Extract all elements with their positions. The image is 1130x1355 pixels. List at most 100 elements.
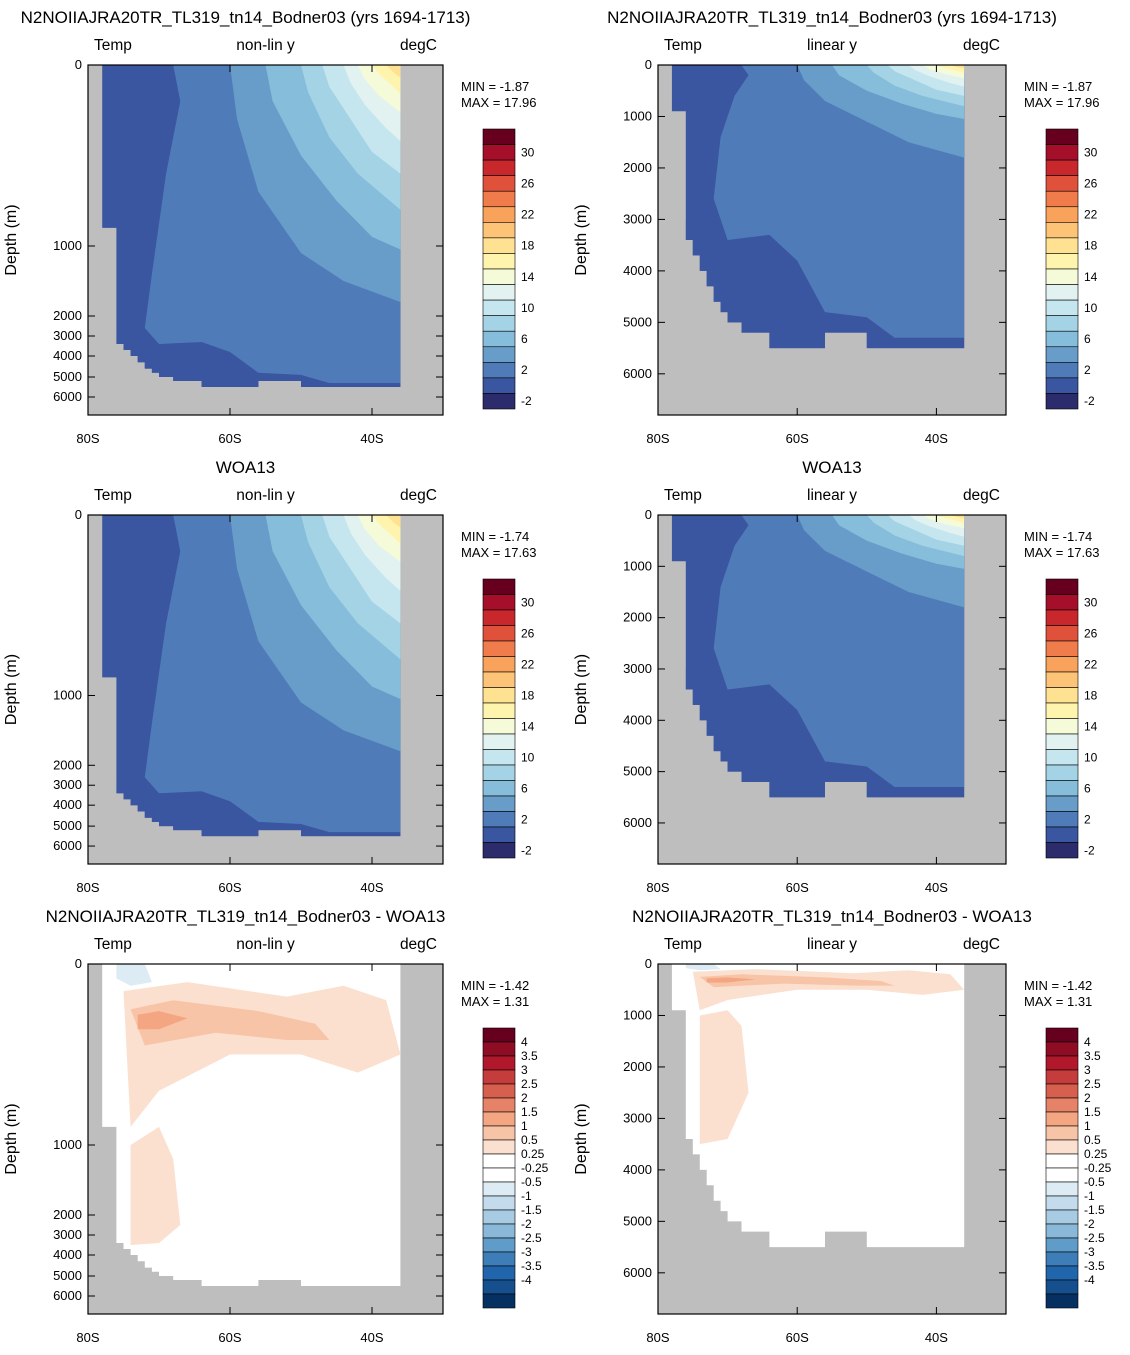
colorbar-swatch (1045, 1125, 1079, 1141)
plot-frame (87, 514, 444, 865)
colorbar-swatch (1045, 702, 1079, 719)
panel-2: N2NOIIAJRA20TR_TL319_tn14_Bodner03 (yrs … (573, 8, 1100, 446)
xtick-label: 60S (218, 880, 241, 895)
colorbar-swatch (482, 1251, 516, 1267)
colorbar-label: 6 (1084, 332, 1091, 346)
plot-area (88, 65, 443, 415)
panel-title: N2NOIIAJRA20TR_TL319_tn14_Bodner03 - WOA… (632, 907, 1032, 926)
colorbar-swatch (482, 393, 516, 410)
plot-area (88, 964, 443, 1314)
colorbar-swatch (1045, 144, 1079, 161)
plot-frame (87, 963, 444, 1315)
colorbar-swatch (482, 268, 516, 285)
colorbar-label: 26 (521, 176, 535, 190)
right-label: degC (400, 936, 437, 953)
max-label: MAX = 17.96 (461, 95, 537, 110)
colorbar-label: 6 (1084, 781, 1091, 795)
contour-band (950, 65, 965, 69)
contour-band (685, 964, 721, 971)
contour-band (372, 65, 401, 94)
colorbar-label: -3 (521, 1245, 532, 1259)
colorbar-label: -3.5 (521, 1259, 542, 1273)
colorbar-label: -4 (521, 1273, 532, 1287)
xtick-label: 80S (646, 1330, 669, 1345)
colorbar-swatch (1045, 749, 1079, 766)
colorbar-swatch (482, 1125, 516, 1141)
colorbar-swatch (1045, 1153, 1079, 1169)
ytick-label: 1000 (53, 1137, 82, 1152)
ocean-field (671, 964, 965, 1248)
ocean-field (671, 515, 965, 798)
ytick-label: 4000 (53, 797, 82, 812)
left-label: Temp (94, 487, 132, 504)
ytick-label: 1000 (53, 238, 82, 253)
colorbar-label: -2 (521, 843, 532, 857)
ytick-label: 2000 (53, 308, 82, 323)
ytick-label: 1000 (53, 687, 82, 702)
colorbar-label: 10 (521, 301, 535, 315)
colorbar-label: -1 (1084, 1189, 1095, 1203)
colorbar-swatch (1045, 671, 1079, 688)
colorbar-swatch (482, 144, 516, 161)
panel-title: WOA13 (802, 458, 862, 477)
colorbar-label: 3 (1084, 1063, 1091, 1077)
colorbar-label: -2.5 (1084, 1231, 1105, 1245)
ytick-label: 3000 (53, 777, 82, 792)
colorbar-label: -1 (521, 1189, 532, 1203)
center-label: linear y (807, 37, 857, 54)
colorbar-swatch (1045, 594, 1079, 611)
center-label: linear y (807, 487, 857, 504)
colorbar-swatch (1045, 780, 1079, 797)
colorbar-label: -1.5 (1084, 1203, 1105, 1217)
colorbar-swatch (1045, 253, 1079, 270)
center-label: non-lin y (236, 487, 295, 504)
ytick-label: 5000 (623, 1213, 652, 1228)
ytick-label: 2000 (623, 160, 652, 175)
colorbar-swatch (1045, 237, 1079, 254)
colorbar-swatch (482, 764, 516, 781)
colorbar-swatch (482, 1265, 516, 1281)
contour-band (699, 974, 895, 988)
colorbar-swatch (1045, 222, 1079, 239)
colorbar-swatch (1045, 1027, 1079, 1043)
colorbar-swatch (482, 609, 516, 626)
colorbar-swatch (1045, 1181, 1079, 1197)
colorbar-label: 22 (521, 208, 535, 222)
right-label: degC (963, 487, 1000, 504)
colorbar-swatch (482, 175, 516, 192)
colorbar-label: 22 (521, 657, 535, 671)
colorbar-swatch (1045, 1111, 1079, 1127)
left-label: Temp (664, 936, 702, 953)
colorbar-swatch (482, 1055, 516, 1071)
colorbar-swatch (1045, 1293, 1079, 1309)
max-label: MAX = 1.31 (1024, 994, 1092, 1009)
colorbar-swatch (482, 1223, 516, 1239)
colorbar-label: 30 (521, 595, 535, 609)
colorbar-swatch (1045, 362, 1079, 379)
min-label: MIN = -1.87 (461, 79, 529, 94)
colorbar-swatch (1045, 299, 1079, 316)
center-label: linear y (807, 936, 857, 953)
colorbar-swatch (482, 159, 516, 176)
plot-frame (87, 64, 444, 416)
right-label: degC (963, 37, 1000, 54)
colorbar-swatch (1045, 159, 1079, 176)
colorbar-swatch (482, 1111, 516, 1127)
plot-area (658, 964, 1006, 1314)
colorbar-label: 3 (521, 1063, 528, 1077)
colorbar-swatch (482, 128, 516, 145)
colorbar-label: -3 (1084, 1245, 1095, 1259)
plot-area (658, 65, 1006, 415)
max-label: MAX = 17.96 (1024, 95, 1100, 110)
colorbar-label: 4 (1084, 1035, 1091, 1049)
ytick-label: 4000 (623, 712, 652, 727)
y-axis-label: Depth (m) (3, 654, 20, 725)
colorbar-swatch (1045, 625, 1079, 642)
xtick-label: 60S (786, 431, 809, 446)
colorbar-swatch (482, 687, 516, 704)
min-label: MIN = -1.74 (1024, 529, 1092, 544)
xtick-label: 40S (360, 431, 383, 446)
contour-band (386, 515, 401, 528)
left-label: Temp (94, 37, 132, 54)
colorbar-swatch (482, 206, 516, 223)
